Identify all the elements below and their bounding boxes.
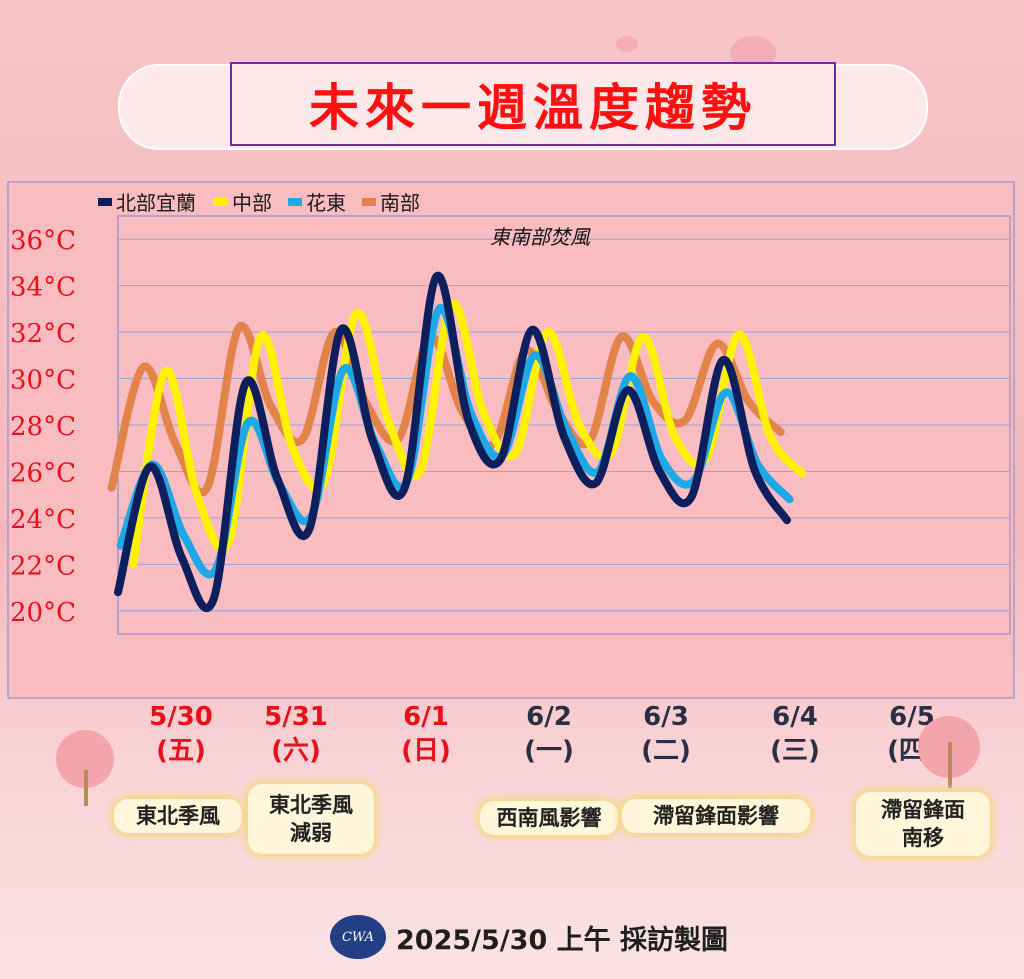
legend-swatch <box>214 198 228 206</box>
cwa-logo-icon: CWA <box>330 915 386 959</box>
series-line-0 <box>114 271 791 612</box>
note-line: 減弱 <box>290 821 332 845</box>
y-tick-label: 24°C <box>10 505 76 535</box>
page-title: 未來一週溫度趨勢 <box>309 79 757 137</box>
day-label: 6/4 (三) <box>750 700 840 768</box>
day-label: 6/2 (一) <box>504 700 594 768</box>
note-ne-monsoon: 東北季風 <box>114 799 242 833</box>
foehn-annotation: 東南部焚風 <box>490 225 591 249</box>
note-front-south: 滯留鋒面 南移 <box>856 792 990 856</box>
y-tick-label: 36°C <box>10 226 76 256</box>
day-date: 5/30 <box>149 702 213 732</box>
day-weekday: (一) <box>524 736 574 766</box>
legend-label: 花東 <box>306 191 346 215</box>
day-date: 6/2 <box>526 702 572 732</box>
legend: 北部宜蘭 中部 花東 南部 <box>98 191 420 215</box>
note-line: 西南風影響 <box>496 806 602 830</box>
footer-credit: 2025/5/30 上午 採訪製圖 <box>396 924 729 956</box>
y-tick-label: 32°C <box>10 319 76 349</box>
day-label: 6/1 (日) <box>381 700 471 768</box>
y-tick-label: 22°C <box>10 551 76 581</box>
note-ne-monsoon-weakening: 東北季風 減弱 <box>248 784 374 854</box>
day-date: 6/4 <box>772 702 818 732</box>
day-weekday: (二) <box>641 736 691 766</box>
legend-label: 南部 <box>380 191 420 215</box>
note-line: 滯留鋒面影響 <box>653 804 779 828</box>
legend-label: 北部宜蘭 <box>116 191 196 215</box>
note-sw-wind: 西南風影響 <box>480 801 618 835</box>
footer: CWA 2025/5/30 上午 採訪製圖 <box>330 915 728 959</box>
day-label: 6/3 (二) <box>621 700 711 768</box>
series-line-2 <box>116 304 794 579</box>
cloud-decoration <box>616 36 638 52</box>
y-tick-label: 20°C <box>10 598 76 628</box>
logo-text: CWA <box>341 929 375 945</box>
series-lines <box>107 271 807 612</box>
day-weekday: (五) <box>156 736 206 766</box>
note-line: 滯留鋒面 <box>881 798 965 822</box>
note-line: 東北季風 <box>136 804 220 828</box>
day-label: 5/31 (六) <box>251 700 341 768</box>
note-line: 南移 <box>902 826 944 850</box>
day-weekday: (三) <box>770 736 820 766</box>
tree-decoration <box>948 742 952 788</box>
tree-decoration <box>84 770 88 806</box>
y-tick-label: 28°C <box>10 412 76 442</box>
note-line: 東北季風 <box>269 793 353 817</box>
note-stationary-front: 滯留鋒面影響 <box>622 799 810 833</box>
y-tick-label: 26°C <box>10 458 76 488</box>
y-tick-labels: 20°C 22°C 24°C 26°C 28°C 30°C 32°C 34°C 36°C <box>10 226 76 628</box>
legend-swatch <box>362 198 376 206</box>
day-date: 6/1 <box>403 702 449 732</box>
series-line-1 <box>129 299 807 569</box>
title-box: 未來一週溫度趨勢 <box>230 62 836 146</box>
legend-label: 中部 <box>232 191 272 215</box>
legend-swatch <box>288 198 302 206</box>
y-tick-label: 30°C <box>10 366 76 396</box>
day-date: 6/3 <box>643 702 689 732</box>
day-label: 5/30 (五) <box>136 700 226 768</box>
day-weekday: (六) <box>271 736 321 766</box>
day-date: 5/31 <box>264 702 328 732</box>
day-weekday: (日) <box>401 736 451 766</box>
y-tick-label: 34°C <box>10 273 76 303</box>
legend-swatch <box>98 198 112 206</box>
